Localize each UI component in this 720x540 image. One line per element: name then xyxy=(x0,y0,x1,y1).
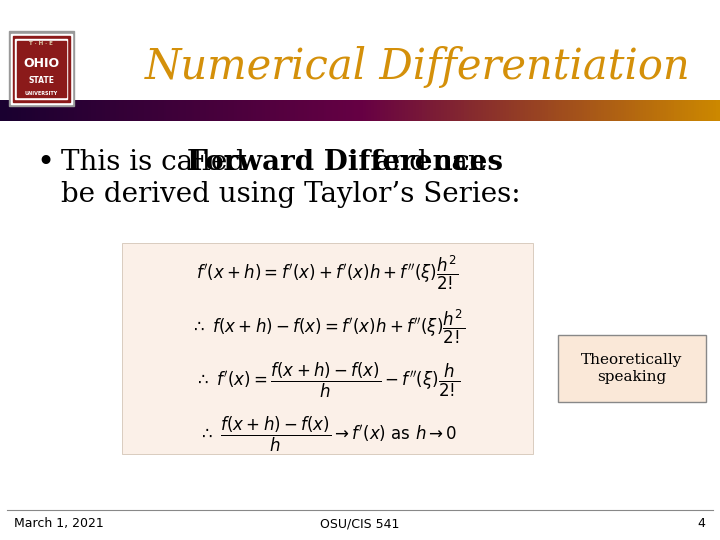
Bar xyxy=(15,39,68,99)
Text: This is called: This is called xyxy=(61,148,254,176)
Text: and can: and can xyxy=(366,148,485,176)
Text: •: • xyxy=(36,147,54,177)
Text: Numerical Differentiation: Numerical Differentiation xyxy=(145,46,690,89)
Bar xyxy=(17,40,66,97)
Text: Forward Differences: Forward Differences xyxy=(187,148,503,176)
Text: $\therefore\ \dfrac{f(x+h) - f(x)}{h} \to f'(x)\ \mathrm{as}\ h \to 0$: $\therefore\ \dfrac{f(x+h) - f(x)}{h} \t… xyxy=(198,415,457,454)
Text: March 1, 2021: March 1, 2021 xyxy=(14,517,104,530)
Text: $\therefore\ f(x+h) - f(x) = f'(x)h + f''(\xi)\dfrac{h^2}{2!}$: $\therefore\ f(x+h) - f(x) = f'(x)h + f'… xyxy=(190,308,465,346)
Text: T · H · E: T · H · E xyxy=(30,41,53,46)
Text: 4: 4 xyxy=(698,517,706,530)
Text: be derived using Taylor’s Series:: be derived using Taylor’s Series: xyxy=(61,181,521,208)
Text: $\therefore\ f'(x) = \dfrac{f(x+h) - f(x)}{h} - f''(\xi)\dfrac{h}{2!}$: $\therefore\ f'(x) = \dfrac{f(x+h) - f(x… xyxy=(194,361,461,400)
Text: $f'(x+h) = f'(x) + f'(x)h + f''(\xi)\dfrac{h^2}{2!}$: $f'(x+h) = f'(x) + f'(x)h + f''(\xi)\dfr… xyxy=(196,254,459,292)
FancyBboxPatch shape xyxy=(558,335,706,402)
Text: OHIO: OHIO xyxy=(23,57,60,70)
Text: OSU/CIS 541: OSU/CIS 541 xyxy=(320,517,400,530)
Bar xyxy=(13,36,70,102)
Text: STATE: STATE xyxy=(28,76,55,85)
Text: Theoretically
speaking: Theoretically speaking xyxy=(581,354,683,383)
Text: UNIVERSITY: UNIVERSITY xyxy=(24,91,58,97)
FancyBboxPatch shape xyxy=(122,243,533,454)
